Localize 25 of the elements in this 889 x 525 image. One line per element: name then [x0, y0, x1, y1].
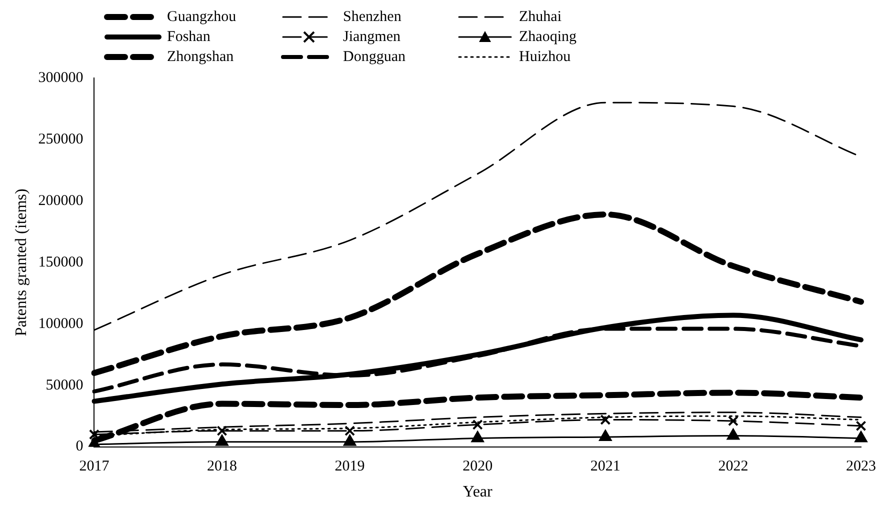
legend-label: Zhongshan [167, 48, 234, 66]
y-tick-label: 300000 [38, 70, 84, 86]
legend-label: Zhaoqing [519, 28, 576, 46]
legend-label: Zhuhai [519, 8, 562, 26]
legend-label: Huizhou [519, 48, 571, 66]
y-tick-label: 250000 [38, 131, 84, 148]
legend-label: Jiangmen [343, 28, 400, 46]
x-tick-label: 2021 [590, 458, 620, 475]
x-axis-title: Year [462, 484, 494, 501]
y-tick-label: 100000 [38, 316, 84, 332]
x-tick-label: 2019 [334, 458, 365, 475]
legend-label: Foshan [167, 28, 210, 46]
y-tick-label: 150000 [38, 254, 84, 270]
x-tick-label: 2023 [846, 458, 876, 475]
x-tick-label: 2020 [462, 458, 493, 475]
x-tick-label: 2017 [79, 458, 110, 475]
legend-label: Shenzhen [343, 8, 402, 26]
x-tick-label: 2022 [718, 458, 748, 475]
y-tick-label: 200000 [38, 192, 84, 209]
y-tick-label: 50000 [46, 377, 84, 394]
y-tick-label: 0 [76, 438, 84, 455]
legend-label: Dongguan [343, 48, 406, 66]
legend-label: Guangzhou [167, 8, 236, 26]
x-tick-label: 2018 [207, 458, 237, 475]
y-axis-title: Patents granted (items) [12, 188, 30, 336]
